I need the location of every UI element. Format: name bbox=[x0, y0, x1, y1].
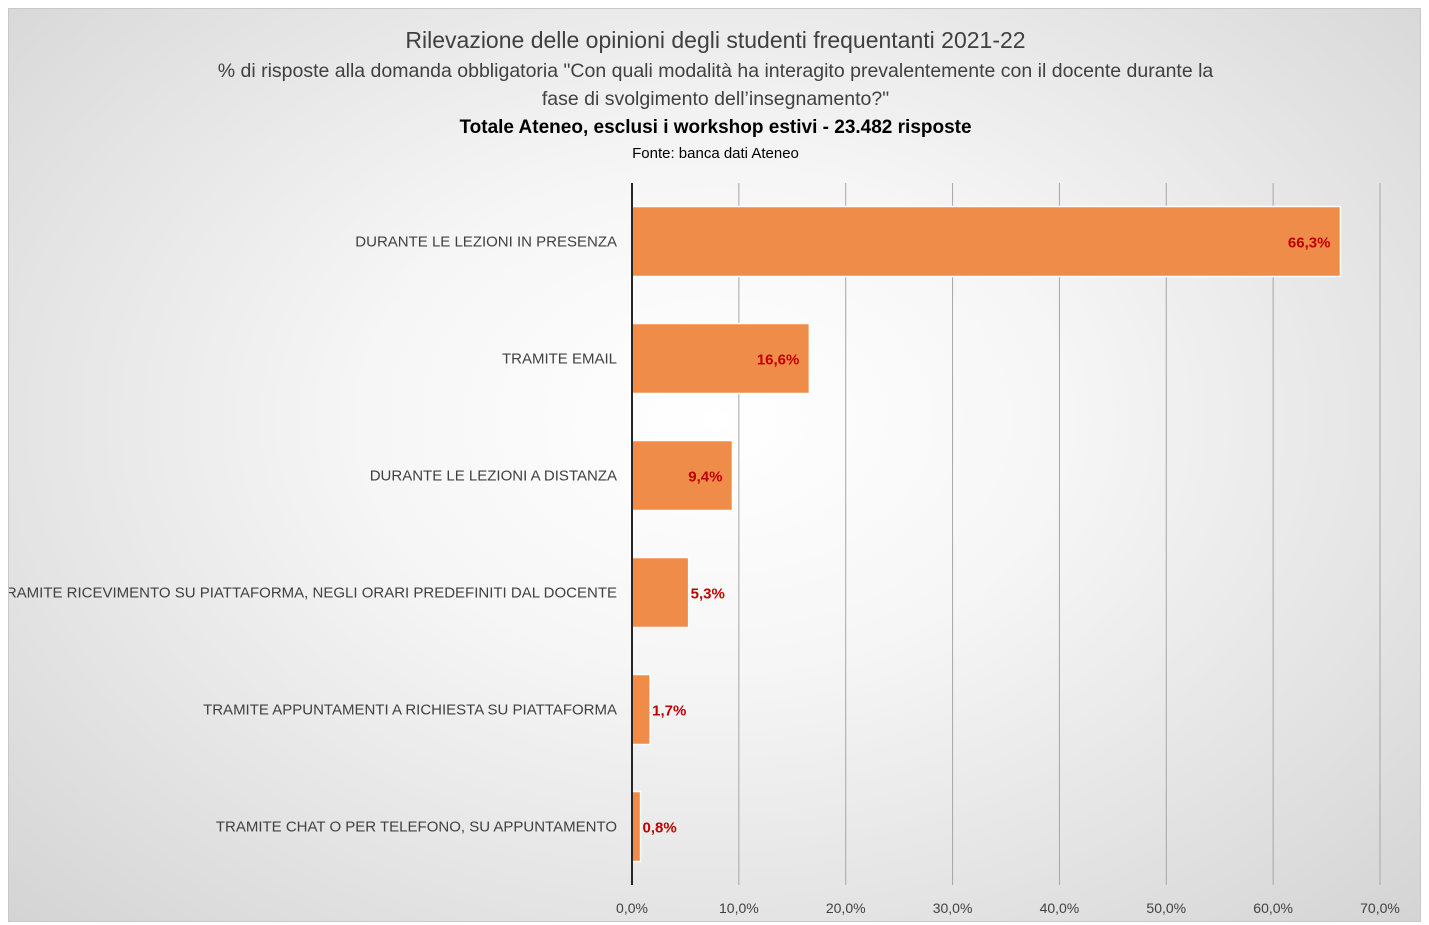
chart-subtitle-line-1: % di risposte alla domanda obbligatoria … bbox=[217, 60, 1214, 82]
category-label: TRAMITE CHAT O PER TELEFONO, SU APPUNTAM… bbox=[216, 819, 617, 836]
x-tick-label: 0,0% bbox=[616, 900, 648, 916]
bar bbox=[631, 556, 690, 629]
x-tick-label: 30,0% bbox=[933, 900, 973, 916]
value-label: 0,8% bbox=[643, 820, 677, 837]
x-tick-label: 10,0% bbox=[719, 900, 759, 916]
bar bbox=[631, 673, 651, 746]
category-label: DURANTE LE LEZIONI IN PRESENZA bbox=[355, 234, 617, 251]
category-label: TRAMITE RICEVIMENTO SU PIATTAFORMA, NEGL… bbox=[9, 585, 617, 602]
chart-subtitle-line-3: Totale Ateneo, esclusi i workshop estivi… bbox=[459, 117, 972, 138]
chart-frame: Rilevazione delle opinioni degli student… bbox=[8, 8, 1421, 922]
x-tick-label: 40,0% bbox=[1040, 900, 1080, 916]
chart-source: Fonte: banca dati Ateneo bbox=[632, 145, 799, 162]
chart-title: Rilevazione delle opinioni degli student… bbox=[405, 27, 1026, 53]
bar bbox=[631, 439, 734, 512]
value-label: 66,3% bbox=[1288, 235, 1331, 252]
value-label: 1,7% bbox=[652, 703, 686, 720]
chart-subtitle-line-2: fase di svolgimento dell’insegnamento?" bbox=[541, 88, 890, 110]
x-tick-label: 50,0% bbox=[1146, 900, 1186, 916]
bar-chart-plot: DURANTE LE LEZIONI IN PRESENZA 66,3% TRAMI… bbox=[9, 183, 1400, 916]
x-tick-label: 20,0% bbox=[826, 900, 866, 916]
x-tick-label: 60,0% bbox=[1253, 900, 1293, 916]
category-label: TRAMITE APPUNTAMENTI A RICHIESTA SU PIAT… bbox=[203, 702, 617, 719]
value-label: 9,4% bbox=[688, 469, 722, 486]
value-label: 16,6% bbox=[757, 352, 800, 369]
bar bbox=[631, 790, 642, 863]
value-label: 5,3% bbox=[691, 586, 725, 603]
bar bbox=[631, 205, 1342, 278]
x-tick-label: 70,0% bbox=[1360, 900, 1400, 916]
category-label: DURANTE LE LEZIONI A DISTANZA bbox=[370, 468, 617, 485]
bar bbox=[631, 322, 811, 395]
category-label: TRAMITE EMAIL bbox=[502, 351, 617, 368]
